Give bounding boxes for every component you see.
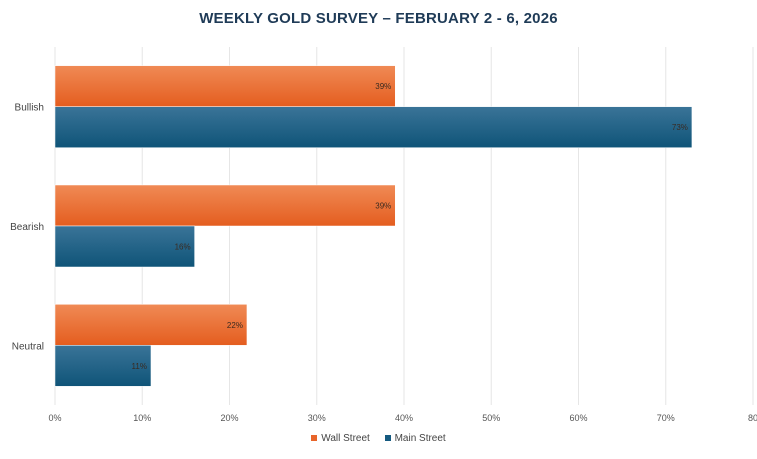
data-label: 16% — [175, 243, 191, 252]
legend-item-wall-street: Wall Street — [311, 433, 370, 444]
x-tick-label: 0% — [48, 413, 61, 423]
x-tick-label: 50% — [482, 413, 500, 423]
bar-wall-street — [54, 65, 396, 107]
chart-title: WEEKLY GOLD SURVEY – FEBRUARY 2 - 6, 202… — [199, 10, 558, 27]
legend-label: Wall Street — [321, 433, 370, 444]
x-tick-label: 20% — [220, 413, 238, 423]
x-tick-label: 70% — [657, 413, 675, 423]
category-label: Bearish — [10, 222, 44, 233]
bar-wall-street — [54, 184, 396, 227]
legend: Wall Street Main Street — [0, 433, 757, 444]
category-label: Neutral — [12, 341, 44, 352]
x-tick-label: 80 — [748, 413, 757, 423]
bar-main-street — [54, 345, 152, 387]
legend-swatch — [384, 435, 391, 442]
bar-main-street — [54, 106, 693, 148]
legend-label: Main Street — [394, 433, 446, 444]
data-label: 22% — [227, 321, 243, 330]
data-label: 39% — [375, 82, 391, 91]
x-tick-label: 60% — [569, 413, 587, 423]
data-label: 11% — [132, 362, 147, 371]
data-label: 73% — [672, 123, 688, 132]
bar-main-street — [54, 225, 195, 268]
legend-swatch — [311, 435, 318, 442]
x-tick-label: 40% — [395, 413, 413, 423]
data-label: 39% — [375, 202, 391, 211]
bar-wall-street — [54, 304, 248, 346]
category-label: Bullish — [15, 103, 44, 114]
x-tick-label: 30% — [308, 413, 326, 423]
legend-item-main-street: Main Street — [384, 433, 446, 444]
x-tick-label: 10% — [133, 413, 151, 423]
